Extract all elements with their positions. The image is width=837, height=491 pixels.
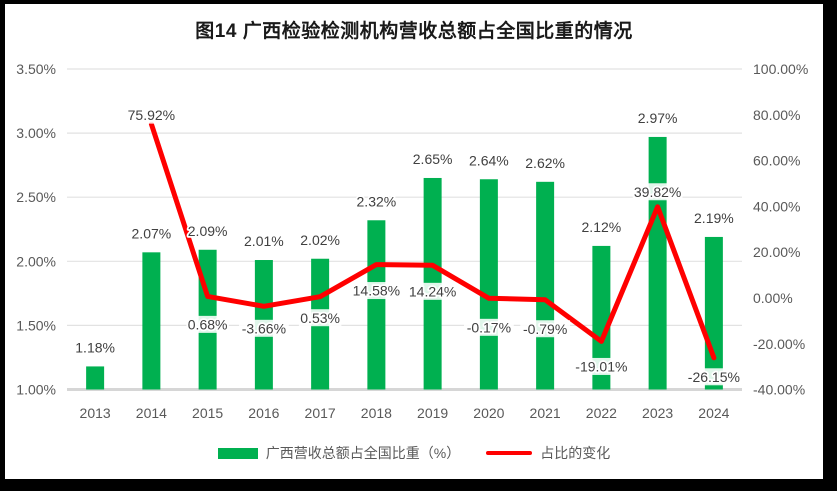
- left-axis-tick: 3.00%: [16, 125, 56, 141]
- x-axis-line: [67, 388, 742, 391]
- bar-2024: [704, 236, 723, 390]
- x-axis-tick-2020: 2020: [473, 405, 504, 421]
- line-series-label: 占比的变化: [540, 445, 611, 461]
- bar-label-2016: 2.01%: [244, 233, 284, 249]
- left-axis-tick: 1.00%: [16, 382, 56, 398]
- x-axis-tick-2015: 2015: [192, 405, 223, 421]
- line-label-bg: [407, 282, 458, 300]
- bar-series-label: 广西营收总额占全国比重（%）: [265, 445, 461, 461]
- line-label-bg: [520, 320, 571, 338]
- x-axis-tick-2016: 2016: [248, 405, 279, 421]
- bar-2018: [367, 220, 386, 390]
- x-axis-tick-2014: 2014: [136, 405, 167, 421]
- x-axis-tick-2013: 2013: [80, 405, 111, 421]
- x-axis-tick-2019: 2019: [417, 405, 448, 421]
- line-label-2015: 0.68%: [188, 316, 228, 332]
- bar-label-2013: 1.18%: [75, 339, 115, 355]
- line-label-bg: [632, 183, 683, 201]
- line-label-bg: [463, 318, 514, 336]
- line-label-2018: 14.58%: [353, 283, 400, 299]
- line-label-2024: -26.15%: [688, 369, 740, 385]
- trend-line: [148, 121, 717, 361]
- bar-label-2020: 2.64%: [469, 152, 509, 168]
- left-axis-tick: 2.50%: [16, 189, 56, 205]
- line-series-swatch: [486, 451, 533, 455]
- line-label-2016: -3.66%: [242, 320, 286, 336]
- line-label-2019: 14.24%: [409, 283, 456, 299]
- x-axis-tick-2017: 2017: [305, 405, 336, 421]
- bar-2022: [592, 245, 611, 390]
- bar-2023: [648, 136, 667, 390]
- bar-label-2019: 2.65%: [413, 151, 453, 167]
- right-axis-tick: 20.00%: [753, 244, 800, 260]
- right-axis-tick: 60.00%: [753, 153, 800, 169]
- bar-series-swatch: [217, 447, 258, 459]
- bar-label-2015: 2.09%: [188, 223, 228, 239]
- right-axis-tick: 0.00%: [753, 290, 793, 306]
- x-axis-tick-2021: 2021: [530, 405, 561, 421]
- bar-label-2014: 2.07%: [132, 225, 172, 241]
- bar-label-2017: 2.02%: [300, 232, 340, 248]
- line-label-2014: 75.92%: [128, 107, 175, 123]
- line-label-bg: [572, 357, 630, 375]
- right-axis-tick: -20.00%: [753, 336, 805, 352]
- line-label-2021: -0.79%: [523, 321, 567, 337]
- x-axis-tick-2023: 2023: [642, 405, 673, 421]
- right-axis-tick: -40.00%: [753, 382, 805, 398]
- bar-2014: [142, 252, 161, 390]
- right-axis-tick: 80.00%: [753, 107, 800, 123]
- bar-2021: [536, 181, 555, 390]
- line-label-bg: [186, 315, 229, 333]
- bar-label-2024: 2.19%: [694, 210, 734, 226]
- left-axis-tick: 3.50%: [16, 61, 56, 77]
- x-axis-tick-2018: 2018: [361, 405, 392, 421]
- line-label-2020: -0.17%: [467, 319, 511, 335]
- right-axis-tick: 100.00%: [753, 61, 808, 77]
- chart-title: 图14 广西检验检测机构营收总额占全国比重的情况: [195, 21, 633, 42]
- chart-background: [5, 4, 823, 479]
- line-label-bg: [126, 106, 177, 124]
- bar-label-2018: 2.32%: [357, 193, 397, 209]
- legend-item-bar-series: 广西营收总额占全国比重（%）: [217, 443, 461, 463]
- x-axis-tick-2024: 2024: [698, 405, 729, 421]
- line-label-bg: [298, 309, 342, 327]
- bar-label-2022: 2.12%: [582, 219, 622, 235]
- line-label-2022: -19.01%: [575, 358, 627, 374]
- bar-2013: [86, 366, 105, 390]
- x-axis-tick-2022: 2022: [586, 405, 617, 421]
- line-label-bg: [351, 282, 402, 300]
- line-label-bg: [685, 368, 743, 386]
- line-label-2017: 0.53%: [300, 310, 340, 326]
- left-axis-tick: 1.50%: [16, 317, 56, 333]
- bar-label-2021: 2.62%: [525, 155, 565, 171]
- left-axis-tick: 2.00%: [16, 253, 56, 269]
- legend-item-line-series: 占比的变化: [486, 443, 610, 463]
- legend: 广西营收总额占全国比重（%） 占比的变化: [5, 443, 823, 463]
- right-axis-tick: 40.00%: [753, 198, 800, 214]
- bar-2020: [479, 179, 498, 390]
- line-label-2023: 39.82%: [634, 184, 681, 200]
- line-label-bg: [238, 319, 289, 337]
- bar-label-2023: 2.97%: [638, 110, 678, 126]
